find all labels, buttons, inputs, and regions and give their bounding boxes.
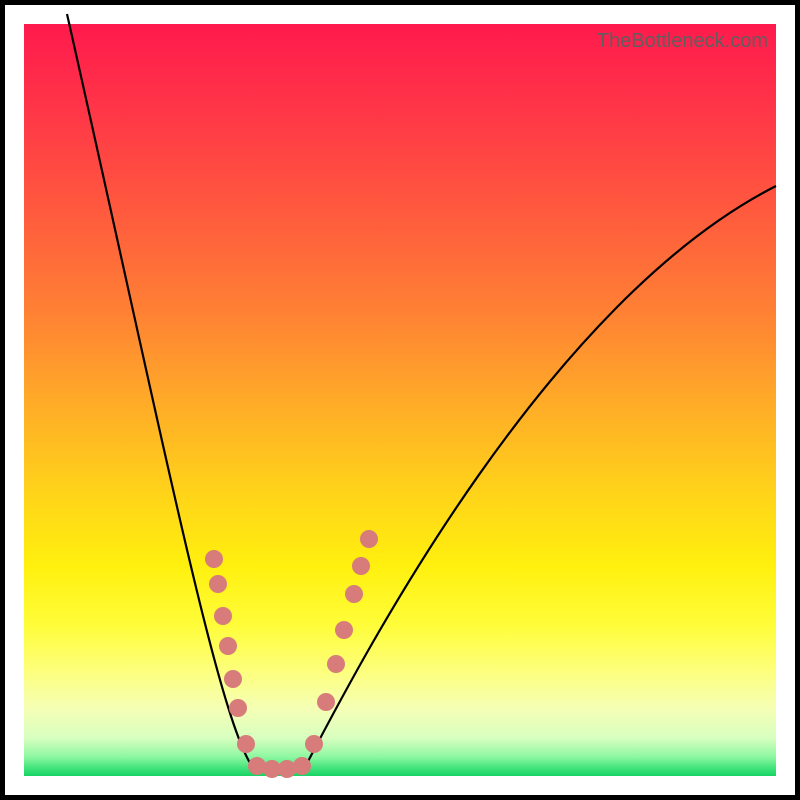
bottleneck-curve — [67, 14, 776, 769]
data-marker — [224, 670, 242, 688]
data-marker — [335, 621, 353, 639]
outer-border-top — [0, 0, 800, 5]
data-marker — [205, 550, 223, 568]
data-marker — [327, 655, 345, 673]
outer-border-left — [0, 0, 5, 800]
data-marker — [209, 575, 227, 593]
data-marker — [317, 693, 335, 711]
plot-area: TheBottleneck.com — [24, 24, 776, 776]
data-marker — [345, 585, 363, 603]
outer-border-bottom — [0, 795, 800, 800]
data-marker — [305, 735, 323, 753]
watermark-text: TheBottleneck.com — [597, 30, 768, 53]
data-marker — [352, 557, 370, 575]
chart-container: TheBottleneck.com — [0, 0, 800, 800]
data-marker — [293, 757, 311, 775]
curve-layer — [24, 24, 776, 776]
data-marker — [214, 607, 232, 625]
outer-border-right — [795, 0, 800, 800]
data-marker — [237, 735, 255, 753]
data-marker — [219, 637, 237, 655]
marker-group — [205, 530, 378, 778]
data-marker — [248, 757, 266, 775]
data-marker — [360, 530, 378, 548]
data-marker — [278, 760, 296, 778]
data-marker — [229, 699, 247, 717]
